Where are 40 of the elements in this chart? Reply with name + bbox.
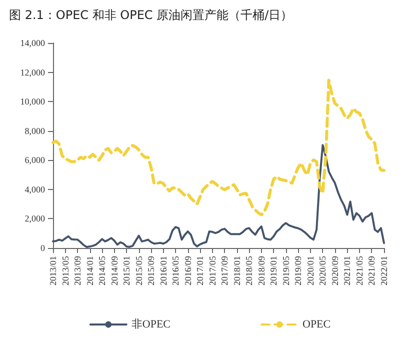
x-tick-label: 2021/09 bbox=[366, 256, 377, 286]
chart-title: 图 2.1：OPEC 和非 OPEC 原油闲置产能（千桶/日） bbox=[9, 8, 293, 22]
x-tick-label: 2019/01 bbox=[268, 256, 279, 286]
legend-label: 非OPEC bbox=[131, 318, 171, 330]
x-tick-label: 2017/01 bbox=[195, 256, 206, 286]
x-tick-label: 2022/01 bbox=[379, 256, 389, 286]
x-tick-label: 2016/01 bbox=[158, 256, 168, 286]
x-tick-label: 2021/05 bbox=[354, 256, 364, 286]
line-series bbox=[52, 78, 386, 216]
x-tick-label: 2020/09 bbox=[330, 256, 340, 286]
x-tick-label: 2015/01 bbox=[122, 256, 132, 286]
x-tick-label: 2021/01 bbox=[342, 256, 352, 286]
x-tick-label: 2018/05 bbox=[244, 256, 254, 286]
x-tick-label: 2018/01 bbox=[232, 256, 242, 286]
x-tick-label: 2017/09 bbox=[220, 256, 230, 286]
x-tick-label: 2018/09 bbox=[256, 256, 266, 286]
x-tick-label: 2020/01 bbox=[305, 256, 316, 286]
x-tick-label: 2013/01 bbox=[48, 256, 58, 286]
x-tick-label: 2020/05 bbox=[318, 256, 328, 286]
x-tick-label: 2014/05 bbox=[97, 256, 108, 286]
y-tick-label: 4,000 bbox=[24, 184, 46, 194]
y-tick-label: 10,000 bbox=[20, 96, 46, 107]
y-tick-label: 8,000 bbox=[24, 126, 46, 136]
y-tick-label: 14,000 bbox=[20, 38, 46, 48]
x-tick-label: 2014/09 bbox=[109, 256, 120, 286]
x-tick-label: 2014/01 bbox=[84, 256, 95, 286]
x-tick-label: 2015/09 bbox=[146, 256, 156, 286]
legend-label: OPEC bbox=[302, 318, 331, 330]
x-tick-label: 2019/05 bbox=[280, 256, 291, 286]
x-tick-label: 2015/05 bbox=[134, 256, 144, 286]
x-tick-label: 2016/09 bbox=[182, 256, 193, 286]
x-tick-label: 2013/05 bbox=[60, 256, 70, 286]
x-tick-label: 2013/09 bbox=[72, 256, 83, 286]
y-tick-label: 2,000 bbox=[24, 214, 46, 224]
x-tick-label: 2016/05 bbox=[170, 256, 181, 286]
x-tick-label: 2019/09 bbox=[293, 256, 304, 286]
y-tick-label: 6,000 bbox=[24, 155, 46, 166]
y-tick-label: 12,000 bbox=[20, 67, 46, 78]
y-tick-label: 0 bbox=[40, 243, 46, 253]
x-tick-label: 2017/05 bbox=[207, 256, 218, 286]
